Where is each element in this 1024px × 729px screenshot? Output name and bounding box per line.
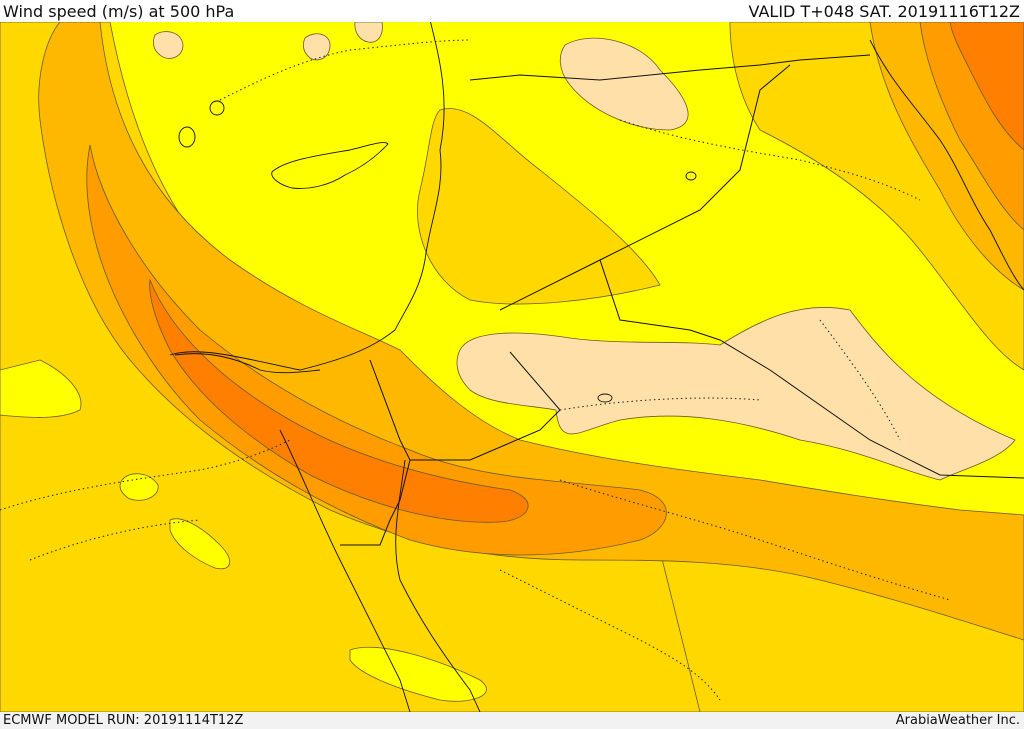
wind-speed-map: [0, 22, 1024, 712]
lake-2: [597, 393, 613, 403]
calm-pocket-1: [119, 473, 159, 501]
calm-pocket-3: [349, 646, 487, 702]
mediterranean-coast: [169, 22, 445, 371]
admin-border-1: [0, 439, 291, 511]
low-wind-caspian: [559, 37, 689, 131]
calm-pocket-4: [0, 359, 82, 418]
calm-pocket-2: [169, 518, 230, 570]
model-run-label: ECMWF MODEL RUN: 20191114T12Z: [3, 713, 244, 728]
border-saudi-north: [410, 351, 561, 461]
admin-border-3: [219, 39, 471, 101]
credit-label: ArabiaWeather Inc.: [895, 713, 1020, 728]
valid-time-label: VALID T+048 SAT. 20191116T12Z: [748, 2, 1020, 21]
low-wind-arabia: [456, 306, 1016, 481]
admin-border-5: [559, 479, 951, 601]
admin-border-6: [499, 569, 721, 701]
map-footer: ECMWF MODEL RUN: 20191114T12Z ArabiaWeat…: [0, 712, 1024, 729]
map-header: Wind speed (m/s) at 500 hPa VALID T+048 …: [0, 0, 1024, 22]
island-2: [209, 100, 225, 116]
low-wind-north-1: [153, 31, 184, 59]
lake-1: [685, 171, 697, 181]
cyprus-outline: [271, 142, 389, 189]
map-title: Wind speed (m/s) at 500 hPa: [3, 2, 235, 21]
admin-border-8: [559, 397, 761, 411]
border-jordan-saudi: [499, 64, 791, 311]
low-wind-north-2: [303, 33, 331, 61]
gulf-coast: [869, 39, 1024, 291]
contour-band-levant: [417, 108, 661, 305]
nile-delta-coast: [174, 353, 321, 374]
island-1: [178, 126, 196, 148]
contour-jet-level3: [38, 22, 1024, 641]
admin-border-2: [29, 519, 201, 561]
border-jordan-iraq: [599, 259, 1024, 479]
border-egypt-sinai: [340, 359, 411, 546]
red-sea-west-coast: [279, 429, 411, 712]
border-syria-iraq: [469, 54, 871, 81]
contour-northeast-core: [949, 22, 1024, 151]
red-sea-east-coast: [395, 459, 481, 712]
contour-jet-core: [149, 278, 529, 523]
low-wind-north-3: [354, 22, 383, 43]
